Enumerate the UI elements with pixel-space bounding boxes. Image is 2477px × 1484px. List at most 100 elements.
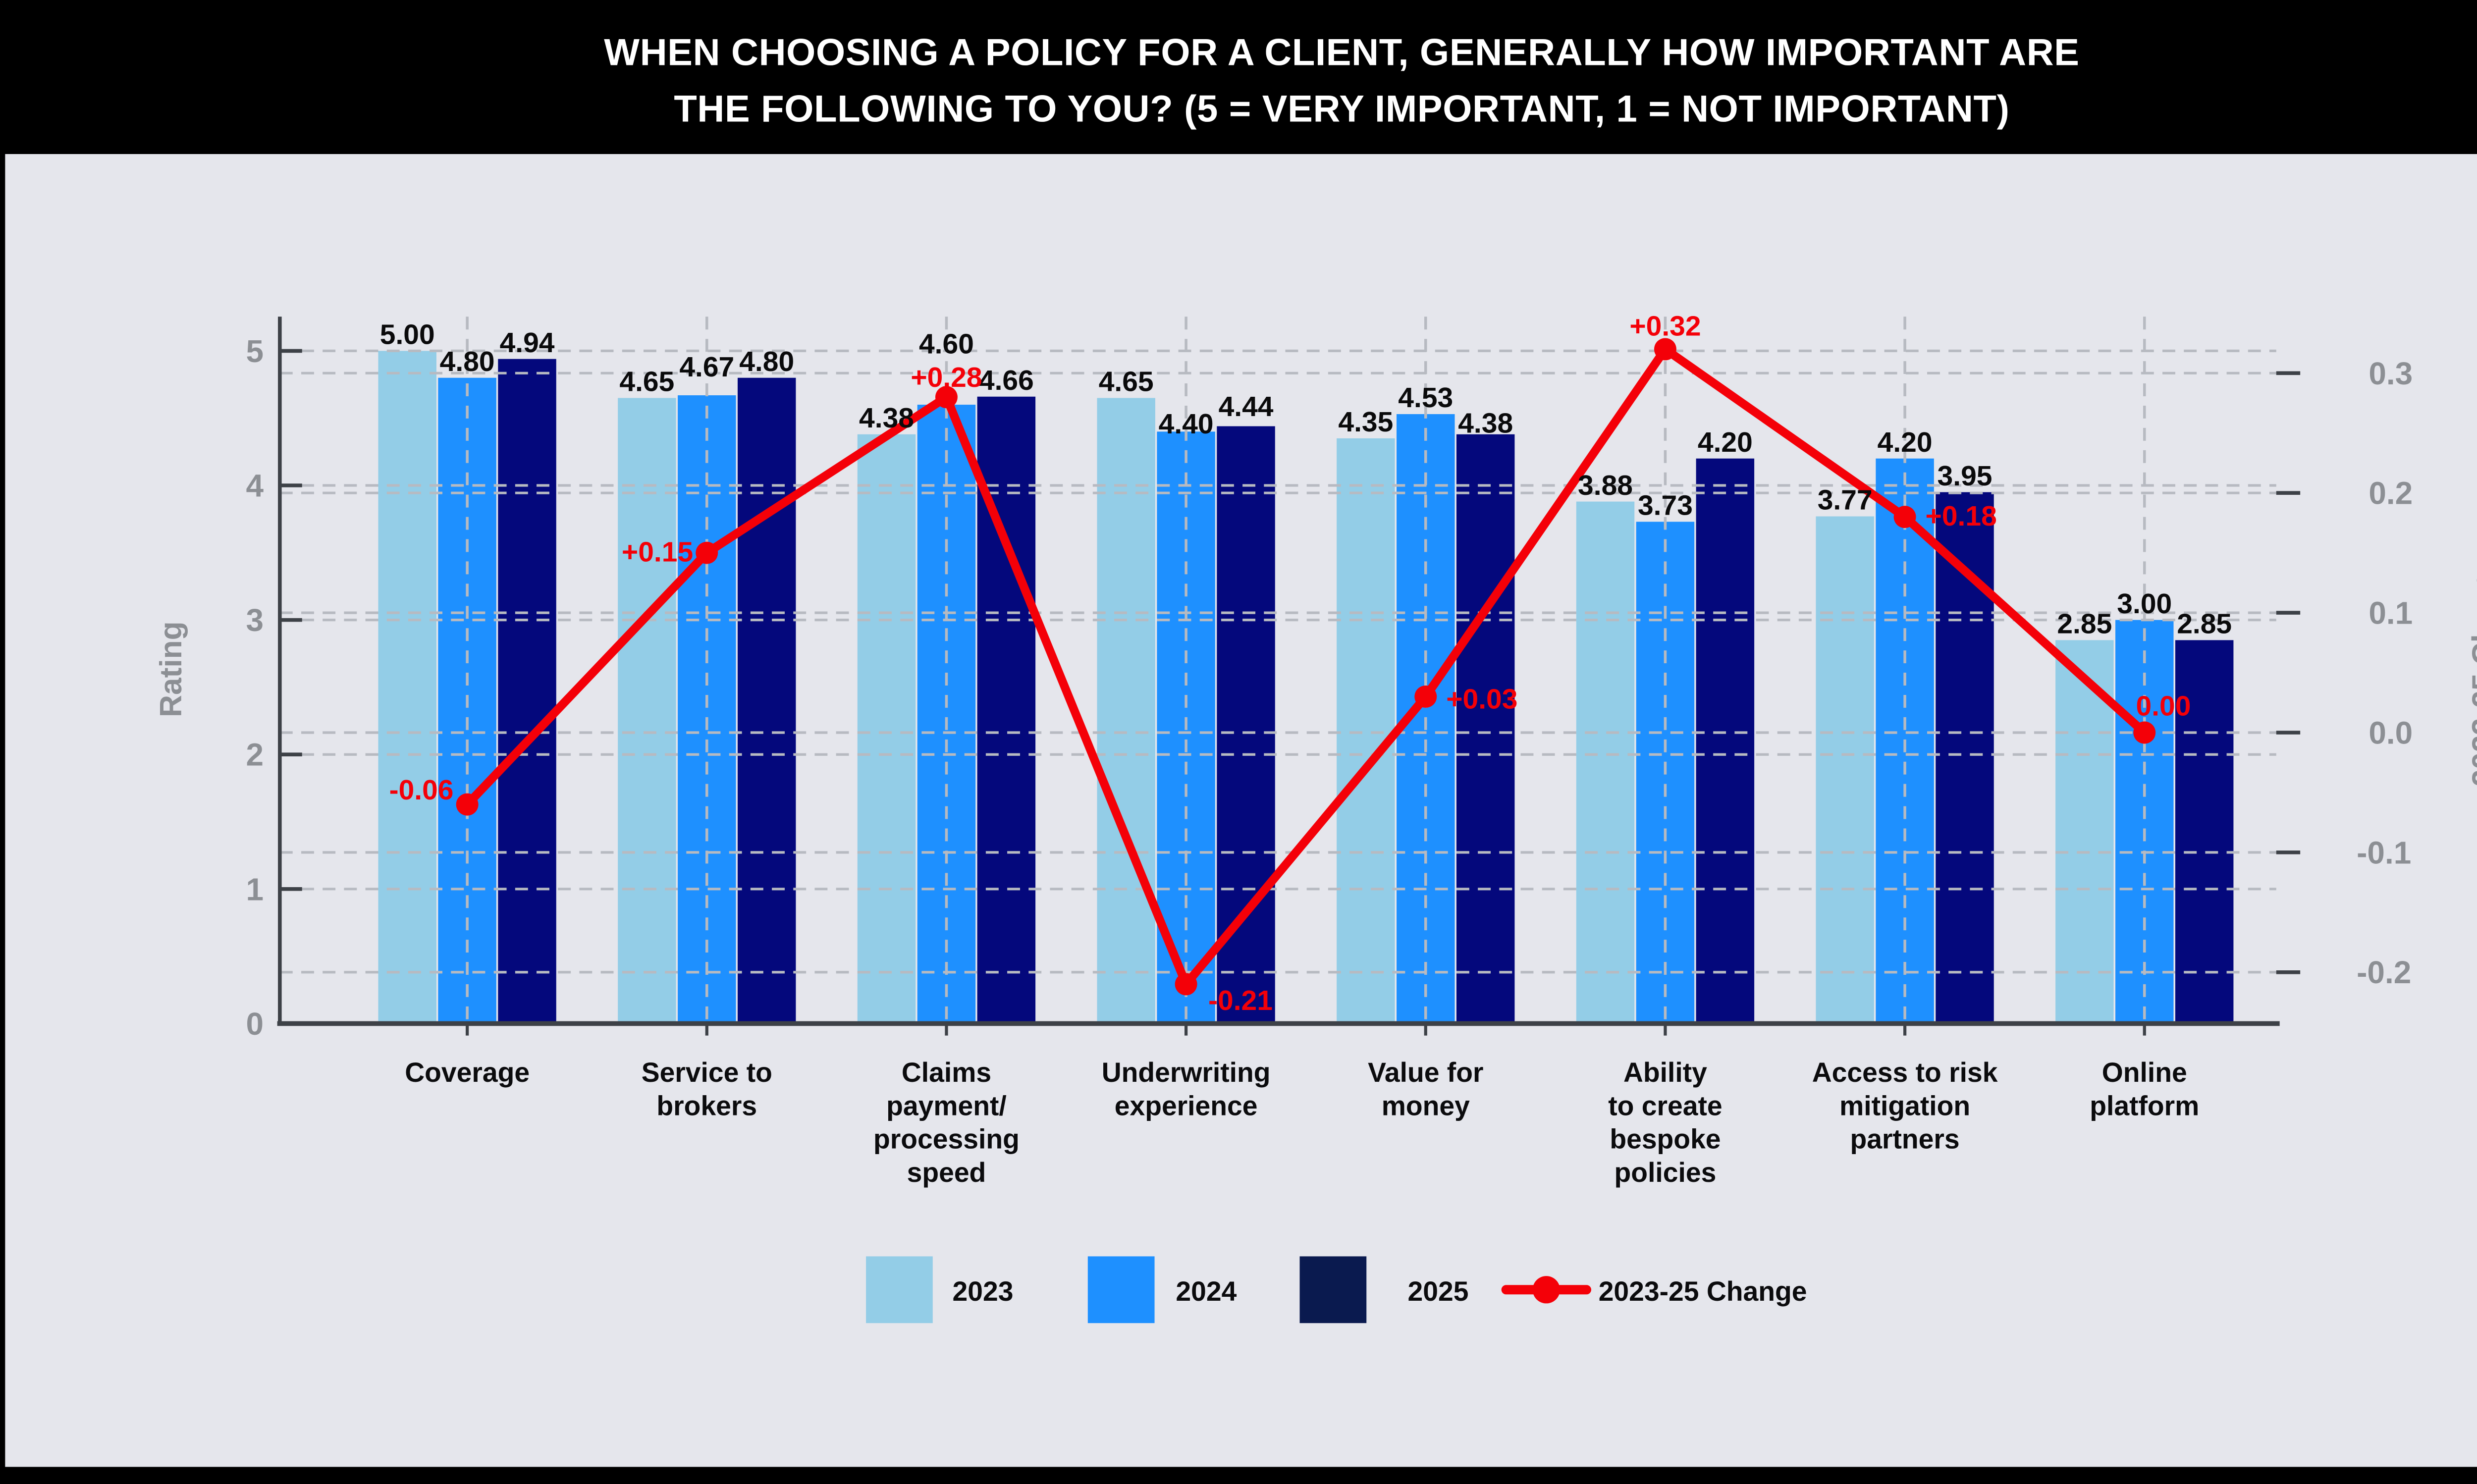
left-tick-label-3: 3 xyxy=(246,602,264,638)
bar-2023-service-to-brokers[interactable] xyxy=(618,398,676,1024)
value-label-2023-coverage: 5.00 xyxy=(380,319,435,351)
gridlines-group xyxy=(279,317,2276,1022)
bar-2023-access-to-risk-mitigation-partners[interactable] xyxy=(1816,516,1874,1024)
category-label-claims-payment-processing-speed: Claims payment/processing speed xyxy=(873,1057,1020,1188)
bar-2025-service-to-brokers[interactable] xyxy=(737,377,796,1024)
change-label-service-to-brokers: +0.15 xyxy=(622,536,693,568)
legend-label-change: 2023-25 Change xyxy=(1599,1276,1807,1307)
change-point-claims-payment-processing-speed[interactable] xyxy=(935,386,958,409)
bar-2023-underwriting-experience[interactable] xyxy=(1097,398,1155,1024)
legend-label-2025: 2025 xyxy=(1408,1276,1469,1307)
category-label-access-to-risk-mitigation-partners: Access to risk mitigation partners xyxy=(1812,1057,1998,1155)
bar-2025-ability-to-create-bespoke-policies[interactable] xyxy=(1696,458,1755,1024)
title-banner xyxy=(0,0,2477,155)
value-label-2025-claims-payment-processing-speed: 4.66 xyxy=(979,365,1034,396)
value-label-2024-underwriting-experience: 4.40 xyxy=(1159,408,1214,440)
value-label-2025-value-for-money: 4.38 xyxy=(1458,407,1513,439)
left-tick-label-0: 0 xyxy=(246,1006,264,1042)
value-label-2024-service-to-brokers: 4.67 xyxy=(679,351,734,383)
chart-title-line2: THE FOLLOWING TO YOU? (5 = VERY IMPORTAN… xyxy=(674,88,2009,130)
right-axis-title: 2023-25 Change xyxy=(2467,552,2477,787)
data-labels-group: 5.004.654.384.654.353.88 3.772.854.80 4.67… xyxy=(380,310,2232,1016)
legend-swatch-2023[interactable] xyxy=(866,1256,933,1324)
bar-2023-value-for-money[interactable] xyxy=(1337,438,1395,1024)
left-tick-label-2: 2 xyxy=(246,737,264,773)
category-label-value-for-money: Value for money xyxy=(1368,1057,1483,1121)
value-label-2024-value-for-money: 4.53 xyxy=(1398,382,1453,414)
bar-2025-access-to-risk-mitigation-partners[interactable] xyxy=(1936,492,1994,1024)
chart-title-line1: WHEN CHOOSING A POLICY FOR A CLIENT, GEN… xyxy=(604,31,2079,73)
tick-labels-group: 0 1 2 3 4 5 -0.2 -0.1 0.0 0.1 0.2 0.3 xyxy=(246,333,2413,1042)
change-label-online-platform: 0.00 xyxy=(2136,690,2191,722)
value-label-2023-online-platform: 2.85 xyxy=(2057,608,2112,640)
category-labels-group: Coverage Service to brokers Claims payment/p… xyxy=(405,1057,2199,1188)
bar-2023-coverage[interactable] xyxy=(378,351,436,1024)
bar-2025-value-for-money[interactable] xyxy=(1456,434,1515,1024)
bar-2024-online-platform[interactable] xyxy=(2115,620,2174,1024)
value-label-2023-value-for-money: 4.35 xyxy=(1338,406,1393,438)
value-label-2024-online-platform: 3.00 xyxy=(2117,588,2172,620)
bar-2023-online-platform[interactable] xyxy=(2055,640,2114,1024)
change-label-coverage: -0.06 xyxy=(389,774,454,806)
category-label-online-platform: Online platform xyxy=(2090,1057,2199,1121)
value-label-2023-service-to-brokers: 4.65 xyxy=(619,366,674,398)
category-label-service-to-brokers: Service to brokers xyxy=(642,1057,772,1121)
legend-swatch-2024[interactable] xyxy=(1087,1256,1155,1324)
legend-label-2024: 2024 xyxy=(1176,1276,1237,1307)
legend-label-2023: 2023 xyxy=(953,1276,1014,1307)
value-label-2023-claims-payment-processing-speed: 4.38 xyxy=(859,402,914,434)
change-point-value-for-money[interactable] xyxy=(1414,685,1437,708)
right-tick-label-0.0: 0.0 xyxy=(2369,715,2413,750)
change-label-ability-to-create-bespoke-policies: +0.32 xyxy=(1629,310,1701,342)
value-label-2023-underwriting-experience: 4.65 xyxy=(1099,366,1154,398)
change-point-online-platform[interactable] xyxy=(2133,721,2156,744)
value-label-2024-coverage: 4.80 xyxy=(440,346,495,377)
value-label-2025-access-to-risk-mitigation-partners: 3.95 xyxy=(1938,460,1992,492)
change-point-ability-to-create-bespoke-policies[interactable] xyxy=(1654,338,1676,361)
change-point-underwriting-experience[interactable] xyxy=(1175,973,1197,996)
left-tick-label-5: 5 xyxy=(246,333,264,369)
legend-dot-marker[interactable] xyxy=(1532,1276,1560,1304)
change-label-underwriting-experience: -0.21 xyxy=(1208,985,1273,1016)
right-tick-label-0.1: 0.1 xyxy=(2369,595,2413,631)
value-label-2024-ability-to-create-bespoke-policies: 3.73 xyxy=(1638,490,1693,522)
bar-2025-coverage[interactable] xyxy=(498,359,556,1024)
value-label-2024-access-to-risk-mitigation-partners: 4.20 xyxy=(1878,426,1933,458)
legend-swatch-2025[interactable] xyxy=(1299,1256,1367,1324)
right-tick-label-0.2: 0.2 xyxy=(2369,476,2413,511)
value-label-2025-service-to-brokers: 4.80 xyxy=(739,346,794,377)
change-point-access-to-risk-mitigation-partners[interactable] xyxy=(1893,506,1916,529)
left-tick-label-4: 4 xyxy=(246,468,264,503)
category-label-underwriting-experience: Underwriting experience xyxy=(1102,1057,1271,1121)
bar-2023-claims-payment-processing-speed[interactable] xyxy=(857,434,916,1024)
right-tick-label--0.1: -0.1 xyxy=(2357,835,2411,870)
value-label-2023-ability-to-create-bespoke-policies: 3.88 xyxy=(1578,470,1633,501)
change-point-coverage[interactable] xyxy=(456,793,479,816)
bar-2023-ability-to-create-bespoke-policies[interactable] xyxy=(1576,501,1635,1024)
legend-group: 2023 2024 2025 2023-25 Change xyxy=(866,1256,1807,1324)
change-label-value-for-money: +0.03 xyxy=(1446,684,1517,715)
category-label-coverage: Coverage xyxy=(405,1057,530,1088)
value-label-2025-ability-to-create-bespoke-policies: 4.20 xyxy=(1698,426,1753,458)
change-label-access-to-risk-mitigation-partners: +0.18 xyxy=(1926,500,1997,532)
category-label-ability-to-create-bespoke-policies: Ability to create bespoke policies xyxy=(1608,1057,1722,1188)
value-label-2024-claims-payment-processing-speed: 4.60 xyxy=(919,328,974,360)
right-tick-label--0.2: -0.2 xyxy=(2357,954,2411,990)
change-label-claims-payment-processing-speed: +0.28 xyxy=(911,362,982,393)
change-line-group xyxy=(456,338,2156,996)
axes-group xyxy=(277,317,2301,1036)
bar-2025-online-platform[interactable] xyxy=(2175,640,2234,1024)
left-tick-label-1: 1 xyxy=(246,871,264,907)
bar-2025-underwriting-experience[interactable] xyxy=(1217,426,1275,1024)
value-label-2025-underwriting-experience: 4.44 xyxy=(1219,391,1274,423)
change-line xyxy=(463,345,2149,989)
value-label-2023-access-to-risk-mitigation-partners: 3.77 xyxy=(1818,484,1873,516)
value-label-2025-online-platform: 2.85 xyxy=(2177,608,2232,640)
left-axis-title: Rating xyxy=(154,621,188,717)
value-label-2025-coverage: 4.94 xyxy=(500,327,555,359)
right-tick-label-0.3: 0.3 xyxy=(2369,356,2413,391)
change-point-service-to-brokers[interactable] xyxy=(696,541,718,564)
